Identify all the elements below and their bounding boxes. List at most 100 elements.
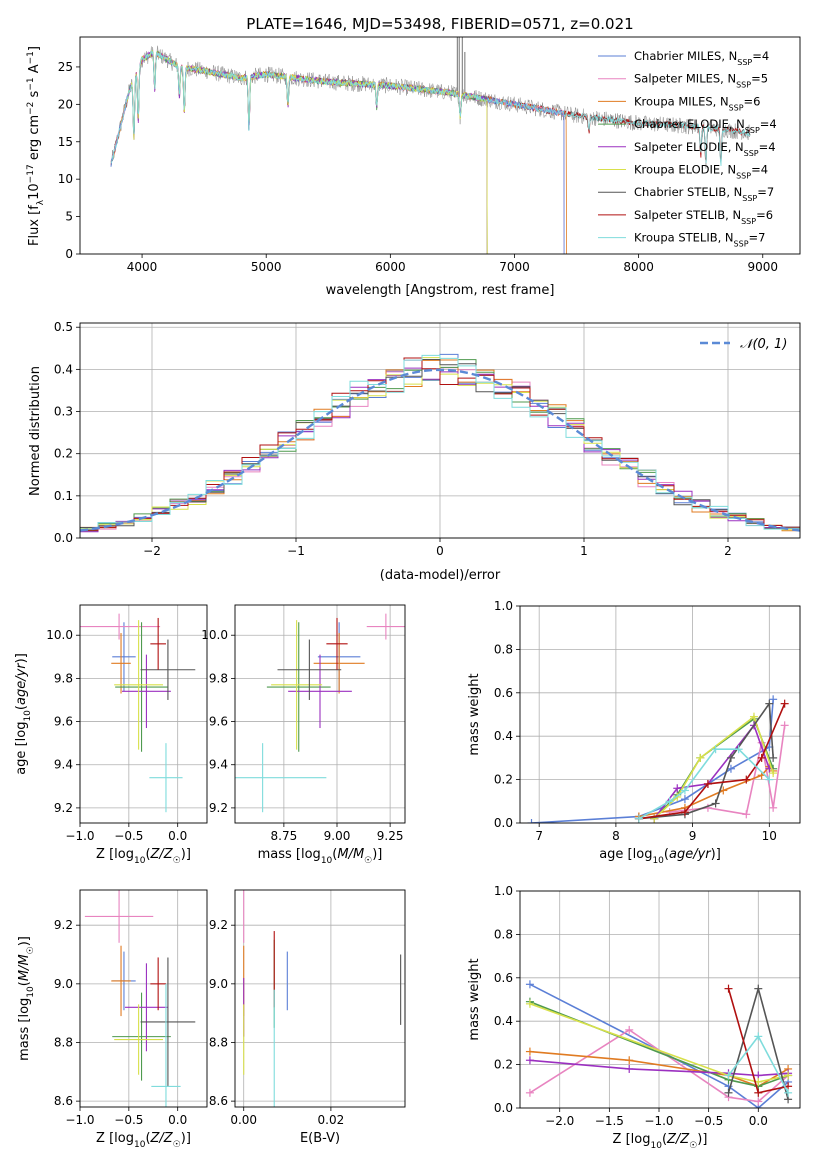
spectrum-ytick-label: 20 [58,97,73,111]
mass-vs-Z-axes: −1.0 −0.5 0.0 8.6 8.8 9.0 9.2 [54,890,207,1127]
mass-weight-vs-Z-ytick-label: 0.0 [494,1101,513,1115]
data-point [140,639,196,700]
mass-vs-ebv-frame [234,889,406,1108]
legend-entry: Chabrier ELODIE, NSSP=4 [634,117,777,135]
age-vs-Z-ylabel: age [log10(age/yr)] [14,653,33,775]
residuals-ytick-label: 0.5 [54,320,73,334]
mass-weight-vs-age-ylabel: mass weight [467,673,482,755]
mass-weight-vs-Z-frame [519,890,801,1109]
mass-weight-vs-age-series [527,695,789,823]
mass-weight-vs-Z-ytick-label: 0.8 [494,927,513,941]
age-vs-Z-ytick-label: 9.8 [54,671,73,685]
age-vs-mass-ytick-label: 9.8 [209,671,228,685]
age-vs-Z-ytick-label: 10.0 [46,628,73,642]
spectrum-axes: 4000 5000 6000 7000 8000 9000 0 5 10 15 20 25 [58,60,778,274]
data-point [111,633,131,694]
mass-weight-vs-Z-xtick-label: −2.0 [545,1114,574,1128]
residuals-ytick-label: 0.4 [54,362,73,376]
mass-vs-ebv-xlabel: E(B-V) [300,1131,340,1146]
spectrum-ylabel: Flux [fλ10−17 erg cm−2 s−1 A−1] [26,46,46,246]
age-vs-mass-frame [234,604,406,824]
mass-weight-vs-Z-ylabel: mass weight [467,958,482,1040]
data-point [277,639,342,700]
age-vs-Z-points [80,613,196,813]
residual-histogram [80,354,800,538]
model-line [110,49,751,167]
age-vs-mass-xtick-label: 8.75 [271,829,298,843]
age-vs-Z-ytick-label: 9.4 [54,758,73,772]
age-vs-mass-ytick-label: 10.0 [201,628,228,642]
mass-vs-ebv-xtick-label: 0.02 [318,1113,345,1127]
age-vs-Z-xtick-label: −0.5 [114,829,143,843]
age-vs-Z-xtick-label: −1.0 [65,829,94,843]
mass-weight-vs-age-xtick-label: 9 [689,829,697,843]
age-vs-Z-ytick-label: 9.6 [54,715,73,729]
mass-weight-vs-age-ytick-label: 0.2 [494,773,513,787]
mass-vs-ebv-points [243,890,402,1107]
legend-entry: Chabrier STELIB, NSSP=7 [634,185,774,203]
age-vs-mass-ytick-label: 9.4 [209,758,228,772]
legend-entry: Kroupa ELODIE, NSSP=4 [634,163,768,181]
mass-weight-vs-age-ytick-label: 0.6 [494,686,513,700]
data-point [366,613,405,640]
mass-weight-vs-Z-xtick-label: 0.0 [749,1114,768,1128]
age-vs-mass-points [235,613,405,813]
spectrum-xtick-label: 8000 [623,260,654,274]
mass-weight-vs-Z-xtick-label: −1.0 [644,1114,673,1128]
data-point [288,654,352,729]
data-point [80,613,161,640]
age-vs-mass-axes: 8.75 9.00 9.25 9.2 9.4 9.6 9.8 10.0 [201,605,405,843]
spectrum-xtick-label: 9000 [747,260,778,274]
mass-vs-Z-ytick-label: 9.2 [54,918,73,932]
residuals-xtick-label: 1 [580,544,588,558]
residuals-xtick-label: 2 [724,544,732,558]
residuals-ylabel: Normed distribution [28,366,43,496]
legend-entry: Salpeter ELODIE, NSSP=4 [634,140,776,158]
mass-weight-vs-Z-ytick-label: 0.6 [494,971,513,985]
mass-vs-ebv-xtick-label: 0.00 [230,1113,257,1127]
data-point [326,617,348,670]
age-vs-Z-frame [79,604,208,824]
mass-weight-vs-age-frame [519,605,801,824]
legend-entry: Chabrier MILES, NSSP=4 [634,49,769,67]
mass-weight-vs-age-axes: 7 8 9 10 0.0 0.2 0.4 0.6 0.8 1.0 [494,599,800,843]
data-point [115,622,168,752]
data-point [235,743,327,813]
age-vs-Z-ytick-label: 9.2 [54,801,73,815]
spectrum-xtick-label: 7000 [499,260,530,274]
data-point [313,633,365,694]
data-point [151,983,181,1107]
series-line [527,695,778,823]
residuals-xtick-label: 0 [436,544,444,558]
mass-weight-vs-Z-xtick-label: −1.5 [595,1114,624,1128]
normal-curve [80,368,800,532]
age-vs-Z-xlabel: Z [log10(Z/Z☉)] [96,847,191,866]
residual-histogram [80,359,800,538]
age-vs-mass-ytick-label: 9.6 [209,715,228,729]
legend-entry: 𝒩(0, 1) [740,337,787,352]
mass-weight-vs-Z-ytick-label: 0.4 [494,1014,513,1028]
mass-vs-Z-ylabel: mass [log10(M/M☉)] [17,936,36,1061]
spectrum-ytick-label: 10 [58,172,73,186]
data-point [114,620,164,750]
data-point [124,963,168,1052]
mass-vs-ebv-ytick-label: 8.8 [209,1035,228,1049]
age-vs-mass-xtick-label: 9.25 [377,829,404,843]
mass-weight-vs-age-xlabel: age [log10(age/yr)] [599,847,721,866]
mass-vs-Z-points [84,890,196,1107]
mass-weight-vs-Z-ytick-label: 1.0 [494,884,513,898]
residuals-xtick-label: −1 [287,544,305,558]
spectrum-ytick-label: 0 [65,247,73,261]
mass-weight-vs-Z-xtick-label: −0.5 [694,1114,723,1128]
series-line [634,699,789,823]
spectrum-frame [79,36,801,255]
series-line [724,1032,793,1097]
spectrum-xlabel: wavelength [Angstrom, rest frame] [326,283,555,298]
data-point [140,957,196,1087]
spectrum-xtick-label: 5000 [251,260,282,274]
data-point [111,945,131,1017]
data-point [150,617,166,670]
mass-vs-Z-ytick-label: 8.8 [54,1035,73,1049]
data-point [112,622,136,692]
